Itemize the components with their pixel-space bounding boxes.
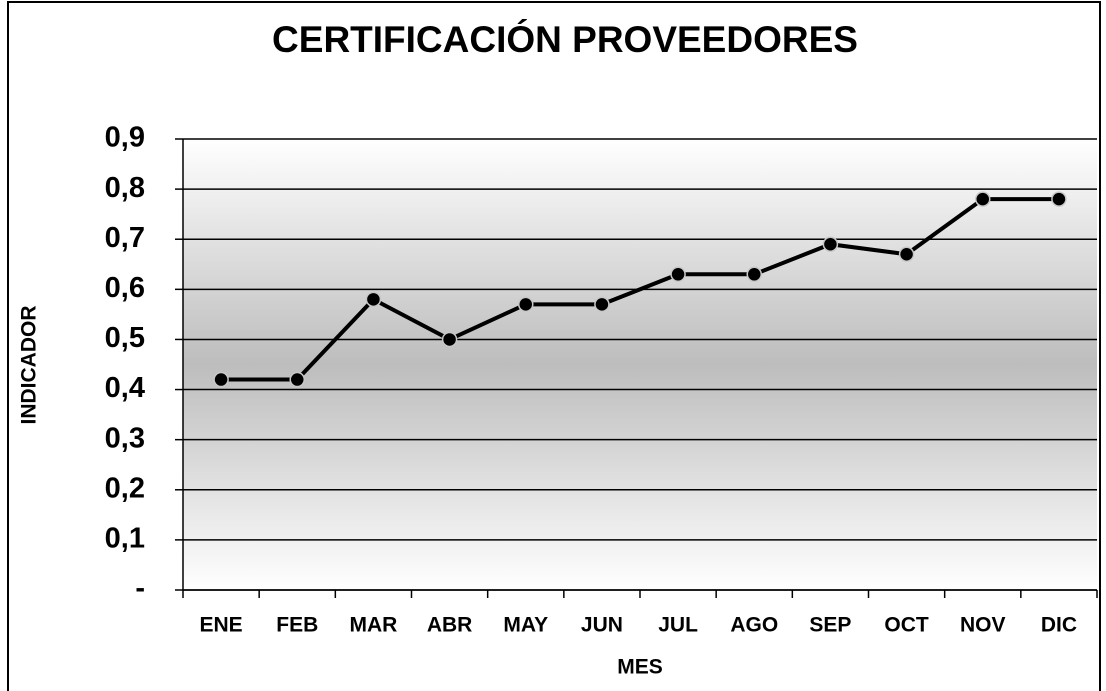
y-tick-label: 0,1 xyxy=(105,523,145,555)
y-tick-label: 0,2 xyxy=(105,472,145,504)
x-tick-label: MAY xyxy=(503,614,548,637)
x-axis-title: MES xyxy=(617,656,663,679)
y-tick-label: - xyxy=(135,573,145,605)
x-tick-label: JUN xyxy=(581,614,623,637)
y-tick-label: 0,7 xyxy=(105,222,145,254)
x-tick-label: MAR xyxy=(350,614,398,637)
data-point xyxy=(594,296,610,313)
plot-area xyxy=(183,139,1097,590)
x-tick-label: ENE xyxy=(199,614,242,637)
y-tick-label: 0,5 xyxy=(105,322,145,354)
y-tick-label: 0,9 xyxy=(105,122,145,154)
frame xyxy=(7,1,1101,691)
x-tick-label: JUL xyxy=(658,614,698,637)
y-axis-title: INDICADOR xyxy=(18,306,41,425)
x-tick-label: SEP xyxy=(809,614,851,637)
y-tick-label: 0,4 xyxy=(105,372,145,404)
x-tick-label: AGO xyxy=(730,614,778,637)
data-point xyxy=(898,246,915,263)
y-tick-label: 0,3 xyxy=(105,422,145,454)
chart-title: CERTIFICACIÓN PROVEEDORES xyxy=(272,18,858,60)
x-tick-label: ABR xyxy=(427,614,473,637)
data-point xyxy=(975,191,991,207)
data-point xyxy=(1051,191,1067,207)
data-point xyxy=(518,296,534,313)
x-tick-label: NOV xyxy=(960,614,1006,637)
y-tick-label: 0,6 xyxy=(105,272,145,304)
x-tick-label: DIC xyxy=(1041,614,1077,637)
data-point xyxy=(746,266,762,283)
data-line xyxy=(221,197,1059,382)
data-point xyxy=(213,371,229,388)
y-tick-label: 0,8 xyxy=(105,172,145,204)
data-point xyxy=(822,236,839,252)
x-tick-label: OCT xyxy=(884,614,929,637)
x-tick-label: FEB xyxy=(276,614,318,637)
data-point xyxy=(670,266,686,283)
data-point xyxy=(365,291,382,308)
data-point xyxy=(289,371,305,388)
data-point xyxy=(441,331,458,348)
